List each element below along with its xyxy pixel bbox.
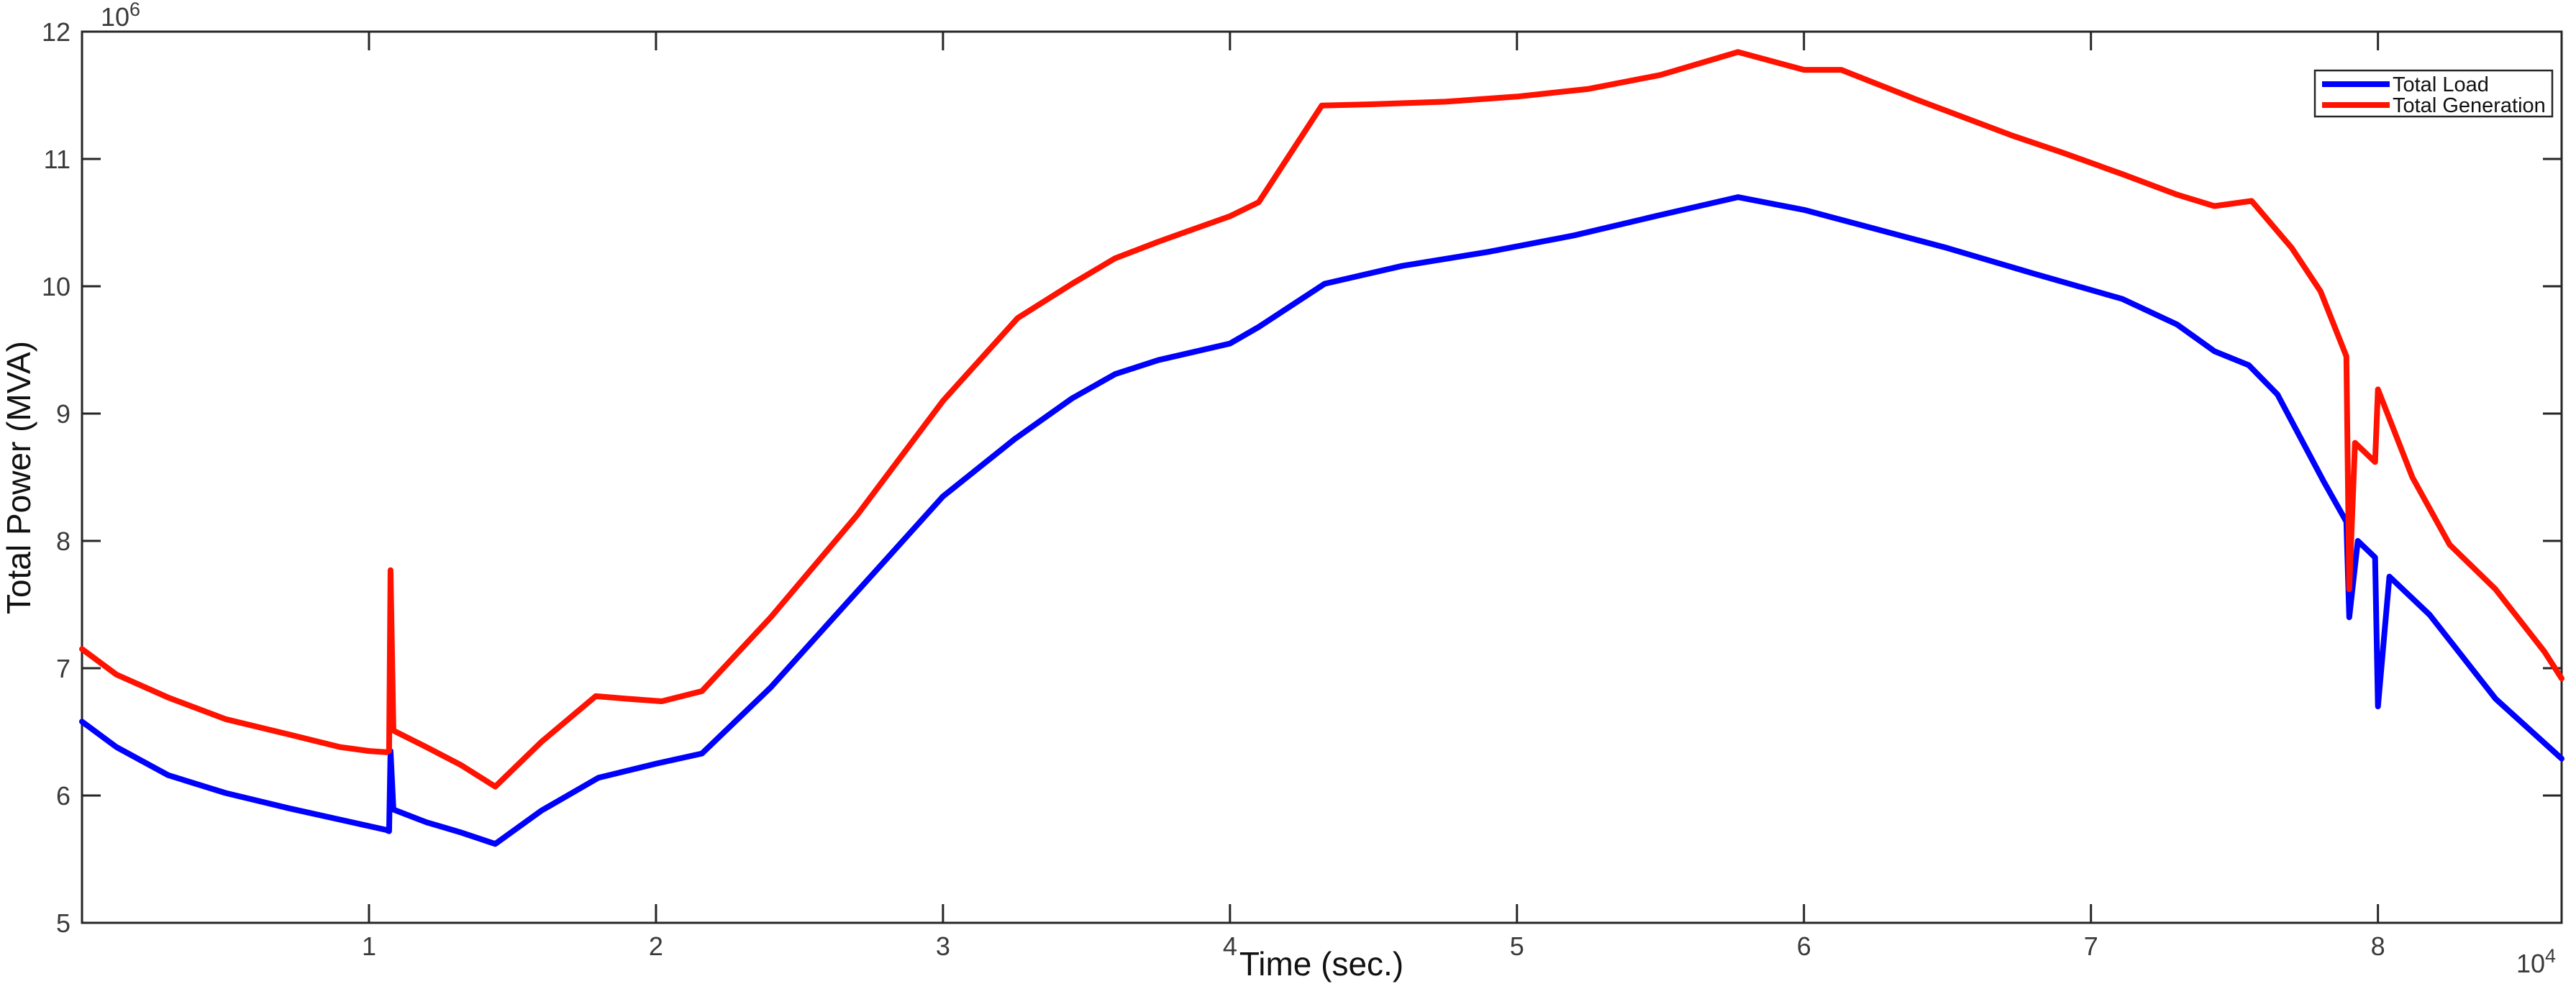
x-exponent-label: 104 [2516, 945, 2556, 978]
legend: Total Load Total Generation [2313, 69, 2554, 118]
y-tick-label: 9 [56, 399, 70, 429]
line-total-load [79, 194, 2564, 847]
y-tick-label: 6 [56, 781, 70, 811]
x-tick-label: 8 [2371, 931, 2385, 961]
y-tick-label: 11 [44, 145, 70, 174]
y-tick-label: 8 [56, 527, 70, 556]
legend-entry-total-generation: Total Generation [2393, 94, 2546, 117]
y-tick-label: 10 [42, 272, 70, 301]
x-tick-label: 3 [936, 931, 950, 961]
legend-entry-total-load: Total Load [2393, 73, 2489, 96]
plot-area [81, 30, 2563, 924]
y-exponent-label: 106 [101, 0, 140, 32]
y-axis-label: Total Power (MVA) [0, 341, 37, 614]
y-tick-label: 7 [56, 654, 70, 683]
y-tick-label: 12 [42, 17, 70, 47]
series-lines [79, 49, 2564, 847]
line-total-generation [79, 49, 2564, 790]
x-tick-label: 1 [362, 931, 376, 961]
x-tick-label: 7 [2084, 931, 2098, 961]
x-tick-label: 5 [1510, 931, 1524, 961]
x-tick-label: 6 [1797, 931, 1811, 961]
x-tick-label: 2 [649, 931, 663, 961]
y-tick-label: 5 [56, 908, 70, 938]
x-tick-label: 4 [1223, 931, 1237, 961]
legend-box [2313, 69, 2554, 118]
x-axis-label: Time (sec.) [1239, 945, 1403, 983]
